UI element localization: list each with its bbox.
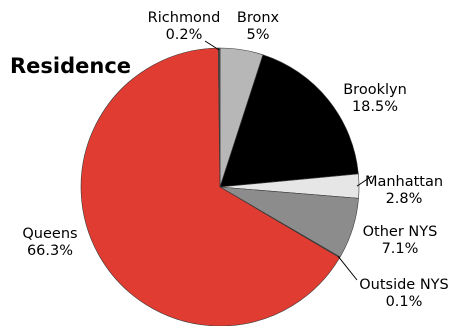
chart-title: Residence [10, 54, 131, 78]
slice-label-outside-nys: Outside NYS [359, 277, 449, 293]
pie-slices [80, 47, 360, 326]
slice-value-bronx: 5% [246, 27, 269, 43]
slice-label-queens: Queens [22, 226, 77, 242]
pie-slice-richmond [217, 47, 221, 188]
slice-label-other-nys: Other NYS [363, 224, 438, 240]
pie-slice-queens [80, 47, 341, 326]
slice-label-bronx: Bronx [237, 10, 280, 26]
slice-value-outside-nys: 0.1% [386, 294, 423, 310]
pie-slice-brooklyn [219, 54, 359, 188]
leader-line-richmond [204, 40, 220, 51]
leader-line-manhattan [356, 175, 373, 187]
slice-label-manhattan: Manhattan [365, 174, 443, 190]
slice-value-richmond: 0.2% [166, 27, 203, 43]
slice-label-brooklyn: Brooklyn [343, 82, 407, 98]
slice-value-other-nys: 7.1% [382, 241, 419, 257]
leader-line-outside-nys [337, 256, 358, 281]
slice-value-brooklyn: 18.5% [352, 99, 398, 115]
slice-value-queens: 66.3% [27, 243, 73, 259]
leader-lines [204, 40, 373, 281]
slice-value-manhattan: 2.8% [386, 191, 423, 207]
slice-label-richmond: Richmond [148, 10, 221, 26]
